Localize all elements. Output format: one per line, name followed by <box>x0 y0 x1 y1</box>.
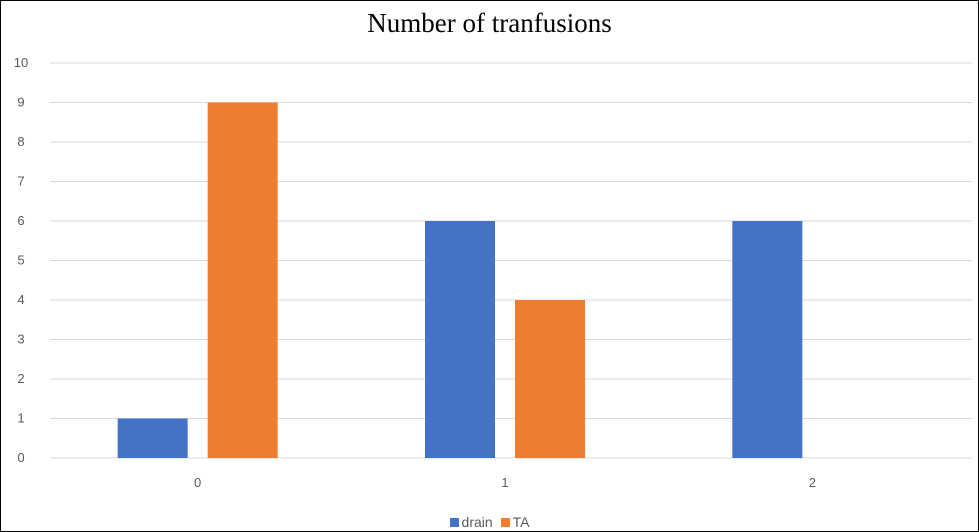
legend-item-ta: TA <box>500 513 530 531</box>
legend-item-drain: drain <box>449 513 493 531</box>
legend-swatch-ta <box>500 518 510 527</box>
y-tick-label-5: 5 <box>17 253 24 268</box>
y-tick-label-9: 9 <box>17 95 24 110</box>
y-tick-label-0: 0 <box>17 450 24 465</box>
x-tick-label-2: 2 <box>809 475 816 490</box>
chart-legend: drain TA <box>1 513 978 531</box>
y-tick-label-3: 3 <box>17 332 24 347</box>
bar-ta-0 <box>207 102 278 458</box>
y-tick-label-1: 1 <box>17 411 24 426</box>
y-tick-label-6: 6 <box>17 213 24 228</box>
x-tick-label-1: 1 <box>501 475 508 490</box>
y-tick-label-2: 2 <box>17 371 24 386</box>
bar-drain-1 <box>425 221 495 458</box>
y-tick-label-7: 7 <box>17 174 24 189</box>
bar-drain-0 <box>117 418 188 458</box>
y-tick-label-8: 8 <box>17 134 24 149</box>
y-tick-label-4: 4 <box>17 292 24 307</box>
chart-title: Number of tranfusions <box>367 8 612 38</box>
legend-label-ta: TA <box>512 514 530 530</box>
y-tick-label-10: 10 <box>14 55 28 70</box>
legend-swatch-drain <box>449 518 459 527</box>
bar-ta-1 <box>515 300 585 458</box>
bar-drain-2 <box>732 221 803 458</box>
legend-label-drain: drain <box>461 514 493 530</box>
x-tick-label-0: 0 <box>194 475 201 490</box>
